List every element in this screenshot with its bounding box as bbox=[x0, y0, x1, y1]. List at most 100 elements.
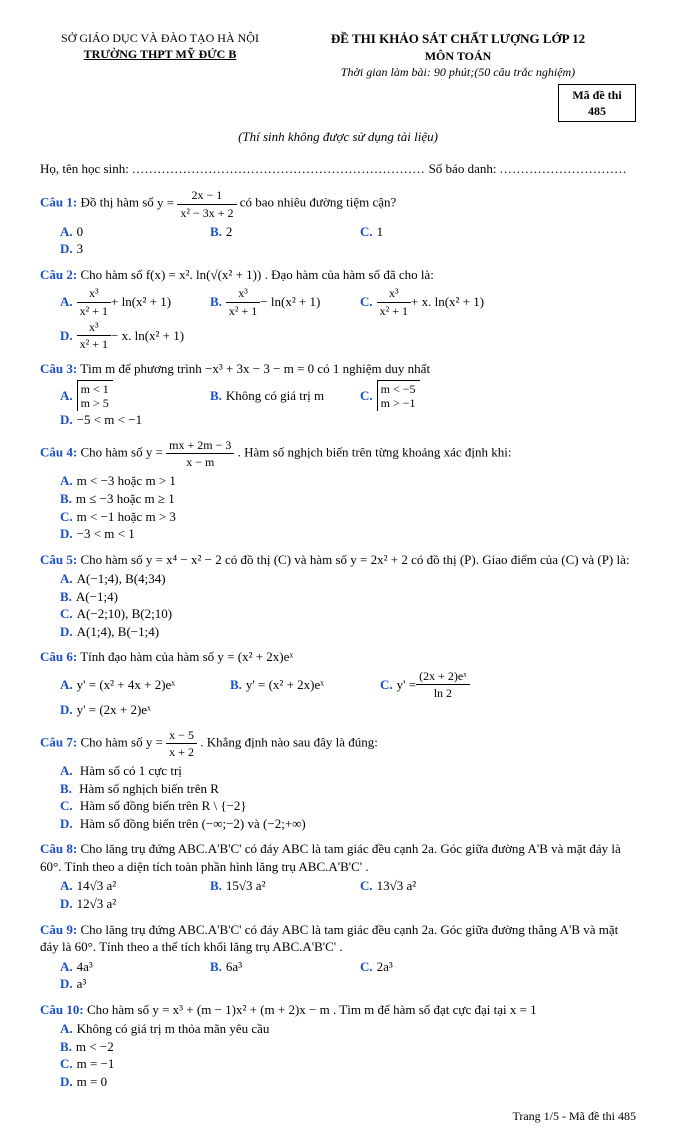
q10-text: Cho hàm số y = x³ + (m − 1)x² + (m + 2)x… bbox=[87, 1002, 537, 1017]
q4-a-text: m < −3 hoặc m > 1 bbox=[77, 472, 176, 490]
q8-opt-b: B.15√3 a² bbox=[210, 877, 350, 895]
q8-opt-a: A.14√3 a² bbox=[60, 877, 200, 895]
q2-b-post: − ln(x² + 1) bbox=[260, 293, 320, 311]
q5-text: Cho hàm số y = x⁴ − x² − 2 có đồ thị (C)… bbox=[80, 552, 629, 567]
q7-options: A. Hàm số có 1 cực trị B. Hàm số nghịch … bbox=[60, 762, 636, 832]
q10-opt-b: B.m < −2 bbox=[60, 1038, 340, 1056]
q7-opt-c: C. Hàm số đồng biến trên R \ {−2} bbox=[60, 797, 636, 815]
q8-b-text: 15√3 a² bbox=[226, 877, 266, 895]
q10-a-text: Không có giá trị m thỏa mãn yêu cầu bbox=[77, 1020, 270, 1038]
q3-a2: m > 5 bbox=[81, 396, 109, 410]
question-6: Câu 6: Tính đạo hàm của hàm số y = (x² +… bbox=[40, 648, 636, 666]
q5-opt-d: D.A(1;4), B(−1;4) bbox=[60, 623, 340, 641]
q7-text-a: Cho hàm số bbox=[80, 734, 145, 749]
exam-code-box: Mã đề thi 485 bbox=[558, 84, 636, 122]
q5-opt-a: A.A(−1;4), B(4;34) bbox=[60, 570, 340, 588]
q3-opt-b: B.Không có giá trị m bbox=[210, 380, 350, 412]
q9-d-text: a³ bbox=[77, 975, 87, 993]
q7-b-text: Hàm số nghịch biến trên R bbox=[79, 781, 219, 796]
q1-opt-c: C.1 bbox=[360, 223, 500, 241]
q6-c-num: (2x + 2)eˣ bbox=[416, 668, 470, 685]
q9-text: Cho lăng trụ đứng ABC.A'B'C' có đáy ABC … bbox=[40, 922, 618, 955]
student-info-row: Họ, tên học sinh: ......................… bbox=[40, 160, 636, 178]
q3-options: A. m < 1m > 5 B.Không có giá trị m C. m … bbox=[60, 380, 636, 429]
q2-opt-a: A. x³x² + 1 + ln(x² + 1) bbox=[60, 285, 200, 318]
code-label: Mã đề thi bbox=[572, 88, 621, 102]
q4-opt-c: C.m < −1 hoặc m > 3 bbox=[60, 508, 340, 526]
header-left: SỞ GIÁO DỤC VÀ ĐÀO TẠO HÀ NỘI TRƯỜNG THP… bbox=[40, 30, 280, 62]
id-dots: .............................. bbox=[500, 161, 628, 176]
q5-opt-b: B.A(−1;4) bbox=[60, 588, 340, 606]
q7-d-text: Hàm số đồng biến trên (−∞;−2) và (−2;+∞) bbox=[80, 816, 306, 831]
q3-b-text: Không có giá trị m bbox=[226, 387, 324, 405]
q10-label: Câu 10: bbox=[40, 1002, 84, 1017]
q2-text: Cho hàm số f(x) = x². ln(√(x² + 1)) . Đạ… bbox=[80, 267, 433, 282]
q2-b-num: x³ bbox=[226, 285, 260, 302]
question-9: Câu 9: Cho lăng trụ đứng ABC.A'B'C' có đ… bbox=[40, 921, 636, 956]
q8-d-text: 12√3 a² bbox=[77, 895, 117, 913]
q2-c-post: + x. ln(x² + 1) bbox=[411, 293, 484, 311]
q1-options: A.0 B.2 C.1 D.3 bbox=[60, 223, 636, 258]
q5-label: Câu 5: bbox=[40, 552, 77, 567]
q1-label: Câu 1: bbox=[40, 195, 77, 210]
q10-d-text: m = 0 bbox=[77, 1073, 107, 1091]
q8-opt-d: D.12√3 a² bbox=[60, 895, 200, 913]
q7-opt-d: D. Hàm số đồng biến trên (−∞;−2) và (−2;… bbox=[60, 815, 636, 833]
q2-opt-b: B. x³x² + 1 − ln(x² + 1) bbox=[210, 285, 350, 318]
q10-opt-a: A.Không có giá trị m thỏa mãn yêu cầu bbox=[60, 1020, 340, 1038]
q3-c1: m < −5 bbox=[381, 382, 416, 396]
q6-c-den: ln 2 bbox=[416, 685, 470, 701]
exam-subject: MÔN TOÁN bbox=[280, 48, 636, 64]
q1-opt-c-text: 1 bbox=[377, 223, 384, 241]
q5-opt-c: C.A(−2;10), B(2;10) bbox=[60, 605, 340, 623]
q5-b-text: A(−1;4) bbox=[76, 588, 118, 606]
school-line: TRƯỜNG THPT MỸ ĐỨC B bbox=[40, 46, 280, 62]
q10-opt-c: C.m = −1 bbox=[60, 1055, 340, 1073]
q3-opt-c: C. m < −5m > −1 bbox=[360, 380, 500, 412]
question-8: Câu 8: Cho lăng trụ đứng ABC.A'B'C' có đ… bbox=[40, 840, 636, 875]
q1-opt-a-text: 0 bbox=[77, 223, 84, 241]
exam-time: Thời gian làm bài: 90 phút;(50 câu trắc … bbox=[280, 64, 636, 80]
q8-text: Cho lăng trụ đứng ABC.A'B'C' có đáy ABC … bbox=[40, 841, 621, 874]
q7-c-text: Hàm số đồng biến trên R \ {−2} bbox=[80, 798, 247, 813]
q1-eq-pre: y = bbox=[157, 195, 177, 210]
page-footer: Trang 1/5 - Mã đề thi 485 bbox=[40, 1108, 636, 1124]
q8-c-text: 13√3 a² bbox=[377, 877, 417, 895]
q1-opt-a: A.0 bbox=[60, 223, 200, 241]
q1-eq-den: x² − 3x + 2 bbox=[177, 205, 236, 221]
q10-options: A.Không có giá trị m thỏa mãn yêu cầu B.… bbox=[60, 1020, 636, 1090]
question-7: Câu 7: Cho hàm số y = x − 5x + 2 . Khẳng… bbox=[40, 727, 636, 760]
q3-a1: m < 1 bbox=[81, 382, 109, 396]
q2-d-den: x² + 1 bbox=[77, 336, 111, 352]
q1-opt-b-text: 2 bbox=[226, 223, 233, 241]
q9-opt-d: D.a³ bbox=[60, 975, 200, 993]
q3-label: Câu 3: bbox=[40, 361, 77, 376]
q7-eq-pre: y = bbox=[146, 734, 166, 749]
question-2: Câu 2: Cho hàm số f(x) = x². ln(√(x² + 1… bbox=[40, 266, 636, 284]
q1-eq-num: 2x − 1 bbox=[177, 187, 236, 204]
q4-b-text: m ≤ −3 hoặc m ≥ 1 bbox=[76, 490, 175, 508]
q2-c-den: x² + 1 bbox=[377, 303, 411, 319]
q6-options: A.y' = (x² + 4x + 2)eˣ B.y' = (x² + 2x)e… bbox=[60, 668, 636, 719]
id-label: Số báo danh: bbox=[429, 161, 497, 176]
question-4: Câu 4: Cho hàm số y = mx + 2m − 3x − m .… bbox=[40, 437, 636, 470]
q1-opt-d-text: 3 bbox=[77, 240, 84, 258]
q3-opt-d: D.−5 < m < −1 bbox=[60, 411, 200, 429]
q1-opt-b: B.2 bbox=[210, 223, 350, 241]
q4-options: A.m < −3 hoặc m > 1 B.m ≤ −3 hoặc m ≥ 1 … bbox=[60, 472, 636, 542]
q4-text-a: Cho hàm số bbox=[80, 445, 145, 460]
q9-opt-c: C.2a³ bbox=[360, 958, 500, 976]
q3-opt-a: A. m < 1m > 5 bbox=[60, 380, 200, 412]
q7-opt-b: B. Hàm số nghịch biến trên R bbox=[60, 780, 636, 798]
q7-a-text: Hàm số có 1 cực trị bbox=[80, 763, 182, 778]
q2-b-den: x² + 1 bbox=[226, 303, 260, 319]
q4-text-b: . Hàm số nghịch biến trên từng khoảng xá… bbox=[238, 445, 512, 460]
q2-opt-c: C. x³x² + 1 + x. ln(x² + 1) bbox=[360, 285, 500, 318]
q4-c-text: m < −1 hoặc m > 3 bbox=[77, 508, 176, 526]
instruction: (Thí sinh không được sử dụng tài liệu) bbox=[40, 128, 636, 146]
q5-c-text: A(−2;10), B(2;10) bbox=[77, 605, 172, 623]
q4-eq-den: x − m bbox=[166, 454, 234, 470]
name-dots: ........................................… bbox=[132, 161, 425, 176]
q1-text-b: có bao nhiêu đường tiệm cận? bbox=[240, 195, 397, 210]
q2-d-num: x³ bbox=[77, 319, 111, 336]
